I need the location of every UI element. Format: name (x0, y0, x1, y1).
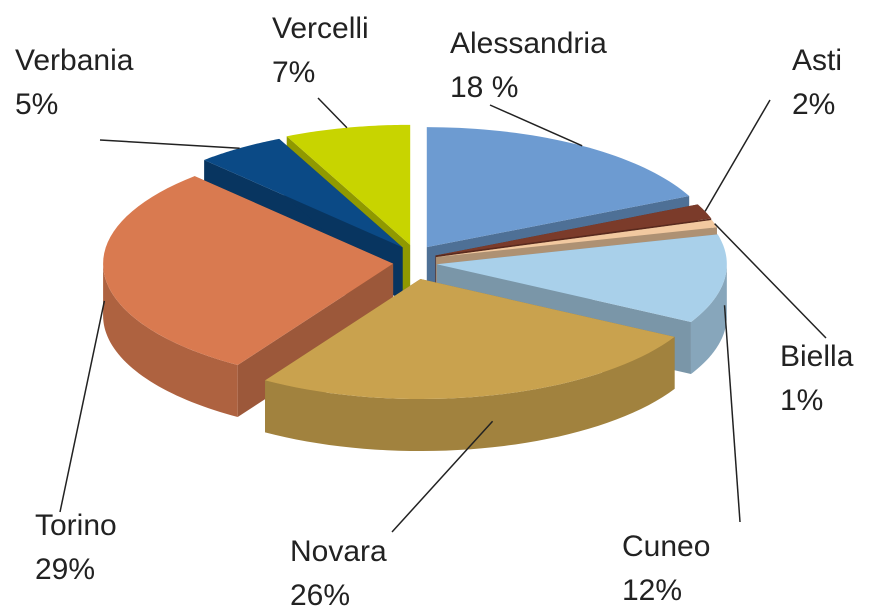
category-label: Novara (290, 535, 387, 568)
category-label: Asti (792, 44, 842, 77)
slice (204, 138, 403, 248)
leader-line (723, 305, 741, 523)
value-label: 7% (272, 56, 315, 89)
slice (265, 279, 675, 400)
category-label: Verbania (15, 44, 134, 77)
slice-side (265, 336, 675, 452)
leader-line (317, 97, 348, 129)
slice (103, 176, 394, 365)
leader-line (59, 300, 106, 513)
value-label: 18 % (450, 71, 518, 104)
slice (435, 204, 712, 256)
leader-line (704, 99, 771, 212)
slice-side (690, 264, 727, 375)
slice (436, 220, 718, 258)
leader-line (714, 223, 827, 339)
value-label: 2% (792, 88, 835, 121)
category-label: Cuneo (622, 530, 710, 563)
value-label: 29% (35, 553, 95, 586)
category-label: Vercelli (272, 12, 369, 45)
slice (426, 127, 690, 248)
value-label: 5% (15, 88, 58, 121)
slice (436, 234, 727, 323)
category-label: Torino (35, 509, 117, 542)
slice (286, 124, 411, 245)
leader-line (391, 420, 494, 533)
value-label: 26% (290, 579, 350, 610)
leader-line (99, 139, 240, 149)
value-label: 12% (622, 574, 682, 607)
leader-line (489, 104, 583, 147)
category-label: Biella (780, 340, 854, 373)
value-label: 1% (780, 384, 823, 417)
slice-side (103, 263, 238, 417)
category-label: Alessandria (450, 27, 607, 60)
